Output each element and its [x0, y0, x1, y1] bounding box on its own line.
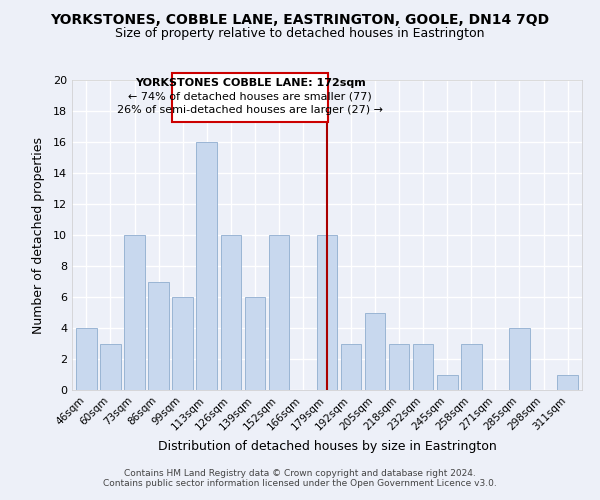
- Text: YORKSTONES, COBBLE LANE, EASTRINGTON, GOOLE, DN14 7QD: YORKSTONES, COBBLE LANE, EASTRINGTON, GO…: [50, 12, 550, 26]
- Bar: [437, 374, 458, 390]
- Text: Contains public sector information licensed under the Open Government Licence v3: Contains public sector information licen…: [103, 478, 497, 488]
- Bar: [413, 344, 433, 390]
- Text: 26% of semi-detached houses are larger (27) →: 26% of semi-detached houses are larger (…: [117, 105, 383, 115]
- Bar: [124, 235, 145, 390]
- Bar: [557, 374, 578, 390]
- Bar: [76, 328, 97, 390]
- Bar: [172, 297, 193, 390]
- FancyBboxPatch shape: [172, 73, 328, 122]
- Bar: [509, 328, 530, 390]
- Bar: [148, 282, 169, 390]
- Bar: [341, 344, 361, 390]
- X-axis label: Distribution of detached houses by size in Eastrington: Distribution of detached houses by size …: [158, 440, 496, 453]
- Bar: [196, 142, 217, 390]
- Y-axis label: Number of detached properties: Number of detached properties: [32, 136, 44, 334]
- Bar: [317, 235, 337, 390]
- Bar: [269, 235, 289, 390]
- Text: Size of property relative to detached houses in Eastrington: Size of property relative to detached ho…: [115, 28, 485, 40]
- Text: YORKSTONES COBBLE LANE: 172sqm: YORKSTONES COBBLE LANE: 172sqm: [134, 78, 365, 88]
- Bar: [389, 344, 409, 390]
- Text: ← 74% of detached houses are smaller (77): ← 74% of detached houses are smaller (77…: [128, 92, 372, 102]
- Bar: [461, 344, 482, 390]
- Bar: [245, 297, 265, 390]
- Text: Contains HM Land Registry data © Crown copyright and database right 2024.: Contains HM Land Registry data © Crown c…: [124, 468, 476, 477]
- Bar: [221, 235, 241, 390]
- Bar: [365, 312, 385, 390]
- Bar: [100, 344, 121, 390]
